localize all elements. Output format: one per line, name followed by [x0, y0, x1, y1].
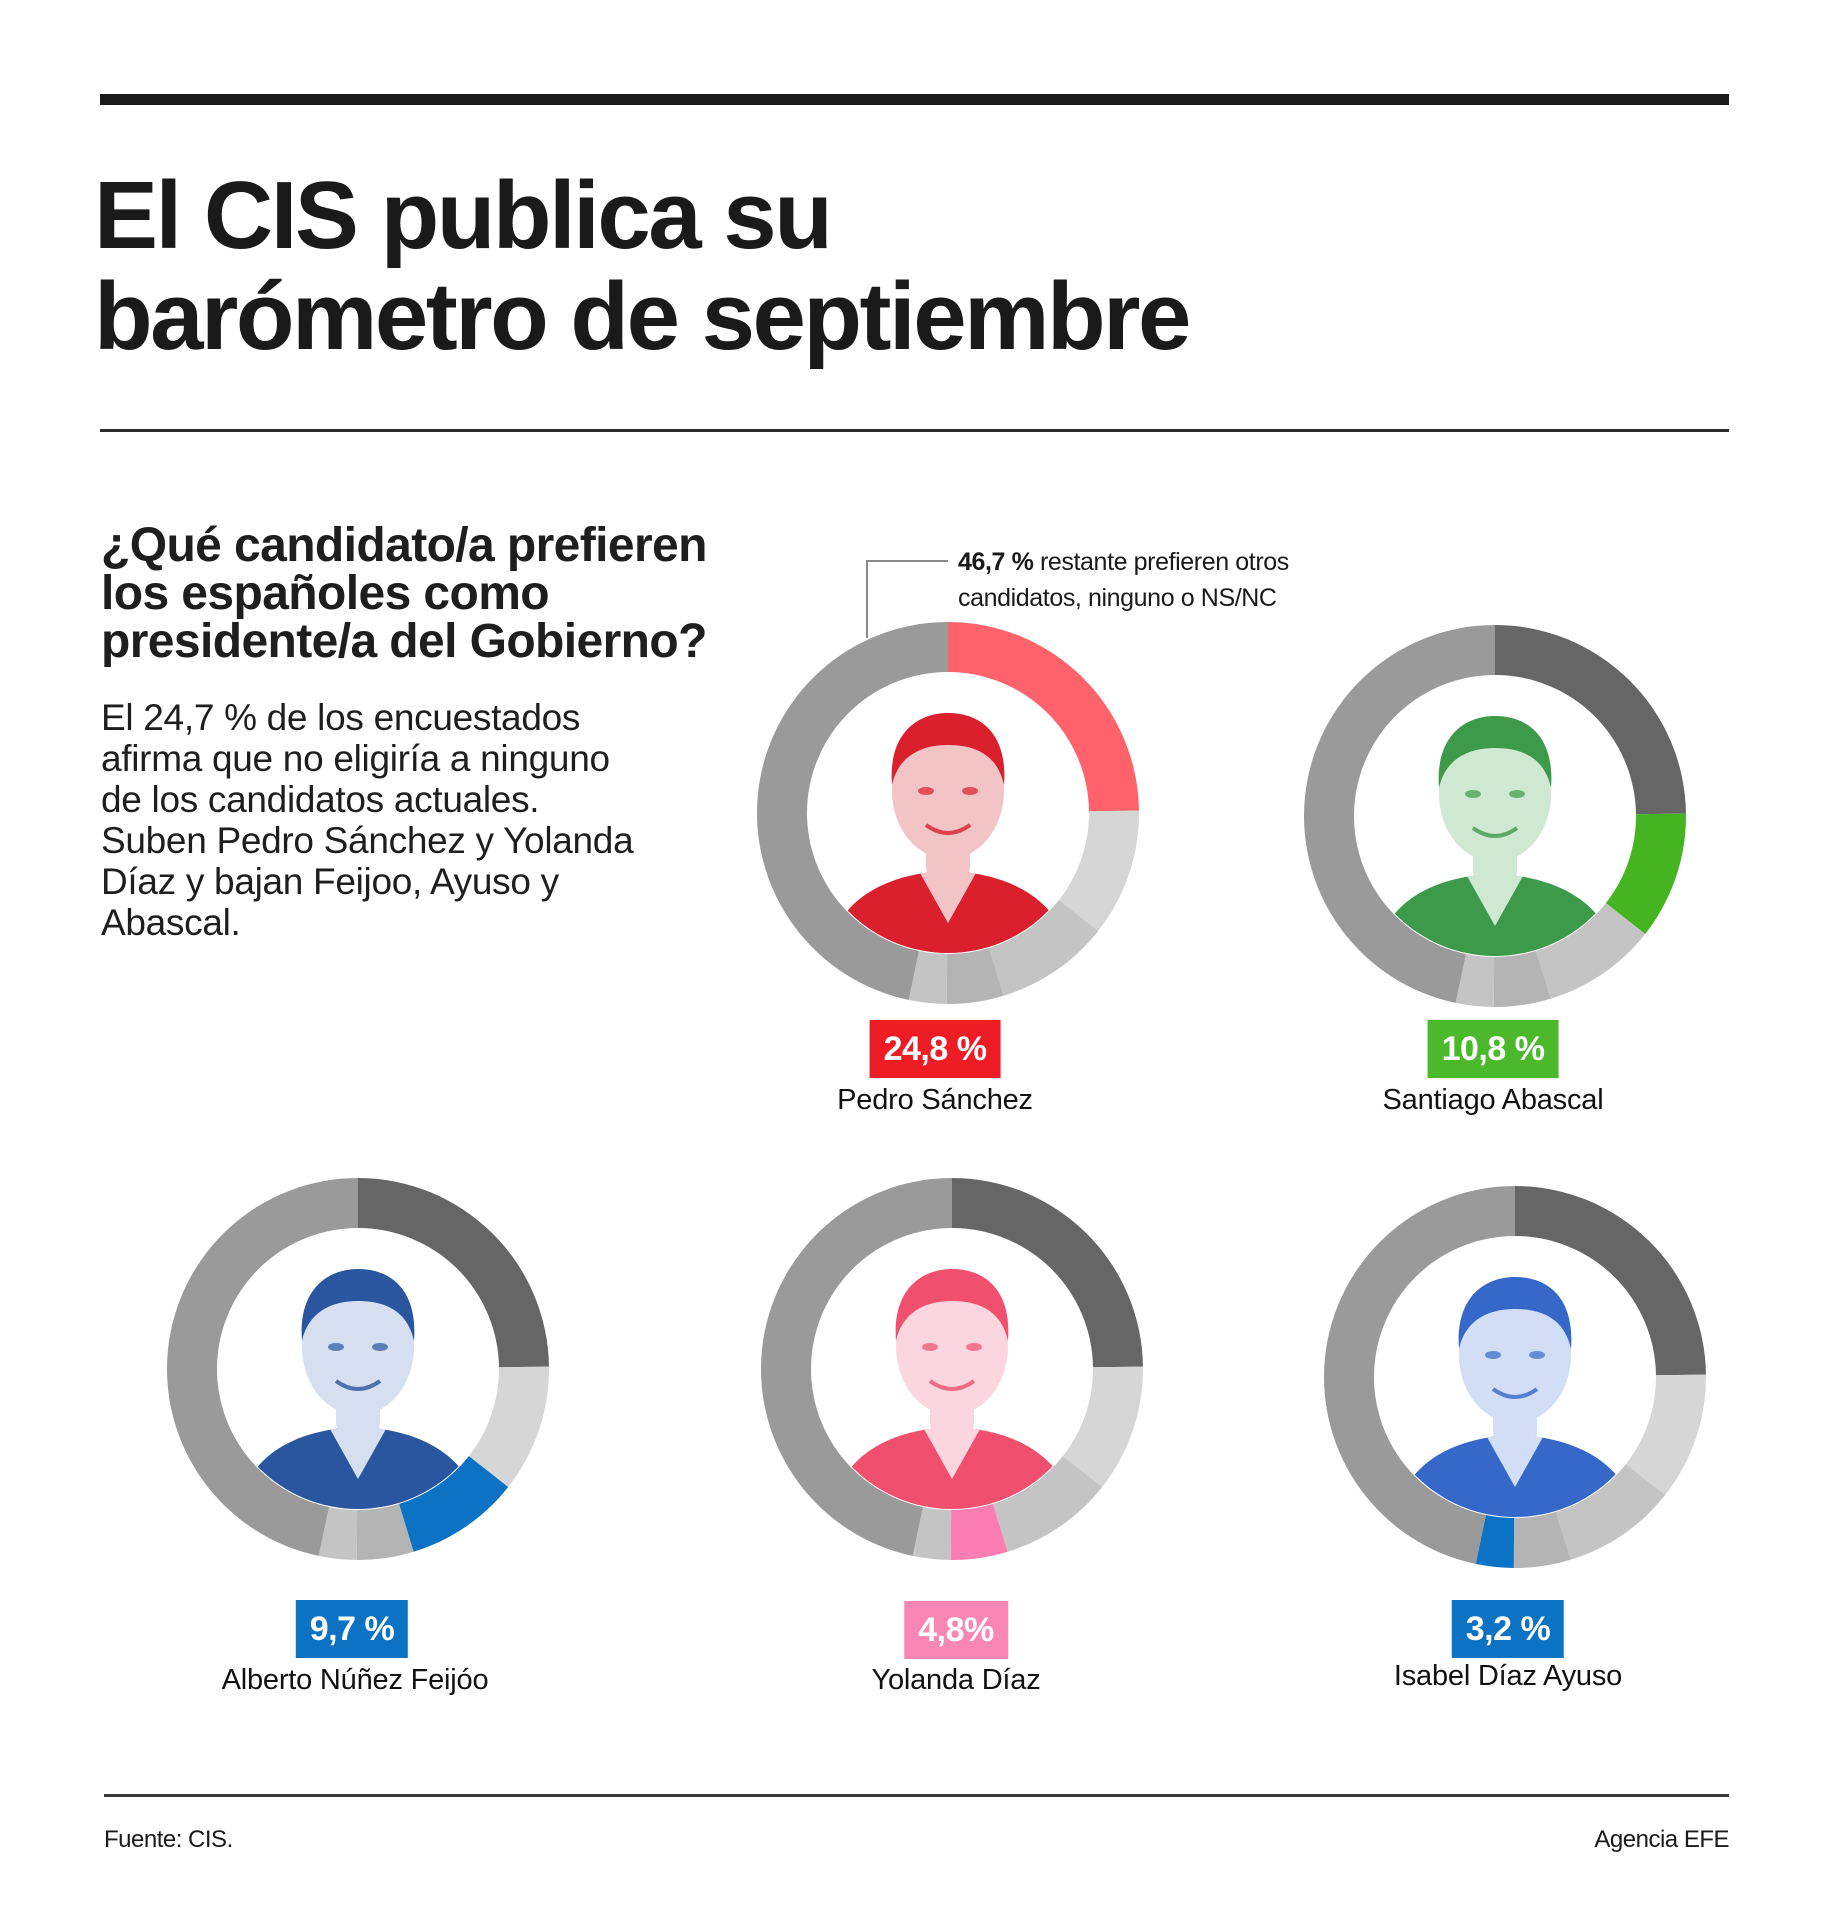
segment-ayuso [1475, 1514, 1515, 1568]
donut-chart-isabel-diaz-ayuso [1324, 1186, 1706, 1568]
donut-ring [761, 1178, 1143, 1560]
candidate-portrait [808, 673, 1088, 953]
segment-yolanda-diaz [1493, 950, 1551, 1007]
title-line-1: El CIS publica su [94, 162, 833, 269]
annotation-text-line-2: candidatos, ninguno o NS/NC [958, 584, 1277, 612]
candidate-portrait [218, 1229, 498, 1509]
person-silhouette-icon [1375, 1237, 1655, 1517]
segment-sanchez [948, 622, 1139, 812]
candidate-portrait [812, 1229, 1092, 1509]
segment-ayuso [912, 1506, 952, 1560]
chart-question: ¿Qué candidato/a prefieren los españoles… [101, 522, 781, 666]
segment-feijoo [1556, 1464, 1666, 1560]
annotation-leader-vertical [866, 560, 868, 638]
lede-line: de los candidatos actuales. [101, 779, 540, 820]
donut-chart-santiago-abascal [1304, 625, 1686, 1007]
candidate-name-isabel-diaz-ayuso: Isabel Díaz Ayuso [1393, 1660, 1623, 1692]
lede-paragraph: El 24,7 % de los encuestados afirma que … [101, 697, 741, 943]
segment-remainder [167, 1178, 358, 1556]
value-badge-alberto-nunez-feijoo: 9,7 % [295, 1600, 409, 1658]
segment-yolanda-diaz [950, 1503, 1008, 1560]
candidate-portrait [1355, 676, 1635, 956]
top-rule [100, 94, 1729, 105]
donut-ring [167, 1178, 549, 1560]
candidate-name-pedro-sanchez: Pedro Sánchez [837, 1084, 1033, 1116]
candidate-name-alberto-nunez-feijoo: Alberto Núñez Feijóo [221, 1664, 489, 1696]
segment-ayuso [1455, 953, 1495, 1007]
segment-yolanda-diaz [356, 1503, 414, 1560]
segment-abascal [1058, 810, 1139, 932]
donut-chart-yolanda-diaz [761, 1178, 1143, 1560]
segment-abascal [1605, 813, 1686, 935]
person-silhouette-icon [1355, 676, 1635, 956]
question-line-3: presidente/a del Gobierno? [101, 615, 707, 668]
annotation-leader-horizontal [866, 560, 948, 562]
segment-yolanda-diaz [1513, 1511, 1571, 1568]
lede-line: Suben Pedro Sánchez y Yolanda [101, 820, 634, 861]
person-silhouette-icon [808, 673, 1088, 953]
candidate-portrait [1375, 1237, 1655, 1517]
segment-sanchez [1515, 1186, 1706, 1376]
page-title: El CIS publica su barómetro de septiembr… [94, 165, 1394, 367]
segment-feijoo [989, 900, 1099, 996]
value-badge-pedro-sanchez: 24,8 % [869, 1020, 1001, 1078]
lede-line: Díaz y bajan Feijoo, Ayuso y [101, 861, 559, 902]
source-note: Fuente: CIS. [104, 1826, 233, 1853]
person-silhouette-icon [812, 1229, 1092, 1509]
question-line-2: los españoles como [101, 567, 550, 620]
segment-remainder [1304, 625, 1495, 1003]
segment-remainder [761, 1178, 952, 1556]
footer-divider [104, 1794, 1729, 1797]
value-badge-isabel-diaz-ayuso: 3,2 % [1451, 1600, 1565, 1658]
segment-yolanda-diaz [946, 947, 1004, 1004]
segment-sanchez [358, 1178, 549, 1368]
candidate-name-santiago-abascal: Santiago Abascal [1382, 1084, 1604, 1116]
person-silhouette-icon [218, 1229, 498, 1509]
candidate-name-yolanda-diaz: Yolanda Díaz [871, 1664, 1041, 1696]
segment-abascal [1625, 1374, 1706, 1496]
agency-credit: Agencia EFE [1594, 1826, 1729, 1853]
donut-chart-pedro-sanchez [757, 622, 1139, 1004]
lede-line: El 24,7 % de los encuestados [101, 697, 581, 738]
value-badge-yolanda-diaz: 4,8% [904, 1601, 1008, 1659]
title-line-2: barómetro de septiembre [94, 263, 1191, 370]
segment-remainder [757, 622, 948, 1000]
remainder-annotation: 46,7 % restante prefieren otros candidat… [958, 544, 1378, 616]
segment-feijoo [993, 1456, 1103, 1552]
segment-remainder [1324, 1186, 1515, 1564]
donut-ring [757, 622, 1139, 1004]
header-divider [100, 429, 1729, 432]
donut-chart-alberto-nunez-feijoo [167, 1178, 549, 1560]
segment-abascal [1062, 1366, 1143, 1488]
segment-sanchez [952, 1178, 1143, 1368]
annotation-text: restante prefieren otros [1033, 548, 1289, 576]
donut-ring [1324, 1186, 1706, 1568]
segment-sanchez [1495, 625, 1686, 815]
segment-abascal [468, 1366, 549, 1488]
donut-ring [1304, 625, 1686, 1007]
lede-line: Abascal. [101, 902, 241, 943]
value-badge-santiago-abascal: 10,8 % [1427, 1020, 1559, 1078]
segment-ayuso [318, 1506, 358, 1560]
question-line-1: ¿Qué candidato/a prefieren [101, 519, 707, 572]
annotation-value: 46,7 % [958, 548, 1034, 576]
segment-ayuso [908, 950, 948, 1004]
segment-feijoo [399, 1456, 509, 1552]
segment-feijoo [1536, 903, 1646, 999]
lede-line: afirma que no eligiría a ninguno [101, 738, 610, 779]
